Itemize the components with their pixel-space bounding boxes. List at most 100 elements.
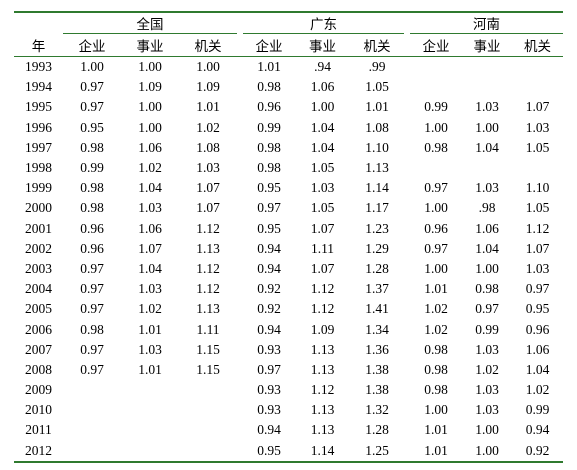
value-cell: 0.98 bbox=[424, 361, 448, 377]
value-cell bbox=[121, 441, 179, 462]
value-cell: 1.12 bbox=[196, 281, 220, 297]
value-cell: 1.03 bbox=[475, 99, 499, 115]
value-cell bbox=[462, 77, 512, 97]
table-row: 2006 0.98 1.01 1.11 0.94 1.09 1.34 1.02 0.99 0.96 bbox=[14, 319, 563, 339]
value-cell: 1.10 bbox=[525, 180, 550, 196]
value-cell: 0.98 bbox=[80, 200, 104, 216]
col-header-institution: 事业 bbox=[462, 33, 512, 57]
value-cell: 1.09 bbox=[310, 321, 335, 337]
table-row: 1995 0.97 1.00 1.01 0.96 1.00 1.01 0.99 1.03 1.07 bbox=[14, 97, 563, 117]
value-cell: 1.03 bbox=[138, 281, 162, 297]
value-cell: 1.14 bbox=[365, 180, 389, 196]
value-cell: 0.92 bbox=[257, 281, 281, 297]
value-cell: 1.03 bbox=[525, 119, 550, 135]
value-cell bbox=[410, 77, 462, 97]
group-header-row: 全国 广东 河南 bbox=[14, 13, 563, 34]
year-cell: 2004 bbox=[25, 281, 52, 297]
value-cell: 1.01 bbox=[196, 99, 220, 115]
value-cell: 1.41 bbox=[365, 301, 389, 317]
value-cell: 0.95 bbox=[257, 180, 281, 196]
year-header: 年 bbox=[14, 33, 63, 57]
value-cell: 1.06 bbox=[310, 79, 335, 95]
value-cell: 0.94 bbox=[257, 260, 281, 276]
value-cell: 1.05 bbox=[310, 160, 335, 176]
group-header-guangdong: 广东 bbox=[243, 13, 404, 34]
value-cell: 1.05 bbox=[525, 139, 550, 155]
value-cell: 1.28 bbox=[365, 260, 389, 276]
table-row: 2009 0.93 1.12 1.38 0.98 1.03 1.02 bbox=[14, 380, 563, 400]
value-cell: 1.36 bbox=[365, 341, 389, 357]
value-cell: 1.13 bbox=[196, 240, 220, 256]
value-cell: 1.00 bbox=[475, 119, 499, 135]
value-cell: 1.07 bbox=[196, 200, 220, 216]
value-cell: 1.01 bbox=[424, 281, 448, 297]
value-cell: 1.13 bbox=[310, 361, 335, 377]
value-cell: 1.04 bbox=[475, 240, 499, 256]
value-cell: 1.13 bbox=[310, 402, 335, 418]
value-cell bbox=[121, 380, 179, 400]
value-cell: 0.95 bbox=[257, 442, 281, 458]
value-cell: 0.99 bbox=[257, 119, 281, 135]
value-cell: 1.03 bbox=[310, 180, 335, 196]
value-cell: 1.00 bbox=[424, 260, 448, 276]
value-cell: 1.02 bbox=[424, 321, 448, 337]
value-cell: 1.02 bbox=[196, 119, 220, 135]
value-cell: 1.04 bbox=[525, 361, 550, 377]
value-cell: 1.04 bbox=[138, 260, 162, 276]
year-cell: 2000 bbox=[25, 200, 52, 216]
value-cell: 1.00 bbox=[138, 99, 162, 115]
table-body: 1993 1.00 1.00 1.00 1.01 .94 .99 1994 0.97 1.09 1.… bbox=[14, 57, 563, 462]
value-cell: 1.03 bbox=[196, 160, 220, 176]
value-cell: 1.28 bbox=[365, 422, 389, 438]
value-cell: 1.01 bbox=[365, 99, 389, 115]
value-cell bbox=[179, 441, 237, 462]
value-cell: 0.98 bbox=[80, 139, 104, 155]
year-cell: 1995 bbox=[25, 99, 52, 115]
value-cell: 1.01 bbox=[138, 361, 162, 377]
value-cell: 1.06 bbox=[525, 341, 550, 357]
value-cell: 0.97 bbox=[80, 99, 104, 115]
value-cell: 1.13 bbox=[310, 341, 335, 357]
value-cell: 1.17 bbox=[365, 200, 389, 216]
value-cell: 1.03 bbox=[475, 341, 499, 357]
table-row: 2000 0.98 1.03 1.07 0.97 1.05 1.17 1.00 .98 1.05 bbox=[14, 198, 563, 218]
year-cell: 1999 bbox=[25, 180, 52, 196]
group-header-national: 全国 bbox=[63, 13, 237, 34]
value-cell: 1.12 bbox=[310, 301, 335, 317]
value-cell: 0.93 bbox=[257, 382, 281, 398]
value-cell: 0.97 bbox=[80, 301, 104, 317]
value-cell: 1.00 bbox=[424, 200, 448, 216]
col-header-government: 机关 bbox=[179, 33, 237, 57]
value-cell bbox=[63, 441, 121, 462]
value-cell: 1.05 bbox=[365, 79, 389, 95]
table-row: 1996 0.95 1.00 1.02 0.99 1.04 1.08 1.00 1.00 1.03 bbox=[14, 118, 563, 138]
table-row: 2005 0.97 1.02 1.13 0.92 1.12 1.41 1.02 0.97 0.95 bbox=[14, 299, 563, 319]
value-cell bbox=[410, 158, 462, 178]
year-cell: 1997 bbox=[25, 139, 52, 155]
value-cell: 0.97 bbox=[80, 281, 104, 297]
value-cell: 1.06 bbox=[138, 220, 162, 236]
value-cell: 1.06 bbox=[138, 139, 162, 155]
value-cell bbox=[462, 158, 512, 178]
year-cell: 2002 bbox=[25, 240, 52, 256]
col-header-government: 机关 bbox=[350, 33, 404, 57]
year-cell: 2006 bbox=[25, 321, 52, 337]
ratio-table: 全国 广东 河南 年 企业 事业 机关 企业 事业 机关 企业 事业 机关 19… bbox=[14, 11, 563, 464]
value-cell: 1.32 bbox=[365, 402, 389, 418]
value-cell: 1.07 bbox=[525, 240, 550, 256]
value-cell: 0.98 bbox=[80, 180, 104, 196]
value-cell: 0.99 bbox=[424, 99, 448, 115]
value-cell: 1.02 bbox=[475, 361, 499, 377]
col-header-government: 机关 bbox=[512, 33, 563, 57]
value-cell: .94 bbox=[314, 59, 331, 75]
value-cell: 1.02 bbox=[138, 301, 162, 317]
value-cell: 0.97 bbox=[257, 361, 281, 377]
value-cell: 1.03 bbox=[138, 341, 162, 357]
value-cell: 0.96 bbox=[80, 220, 104, 236]
value-cell: 0.97 bbox=[525, 281, 550, 297]
value-cell: 1.15 bbox=[196, 341, 220, 357]
value-cell: 0.96 bbox=[257, 99, 281, 115]
value-cell: 1.13 bbox=[196, 301, 220, 317]
table-row: 2011 0.94 1.13 1.28 1.01 1.00 0.94 bbox=[14, 420, 563, 440]
value-cell: 1.03 bbox=[475, 382, 499, 398]
